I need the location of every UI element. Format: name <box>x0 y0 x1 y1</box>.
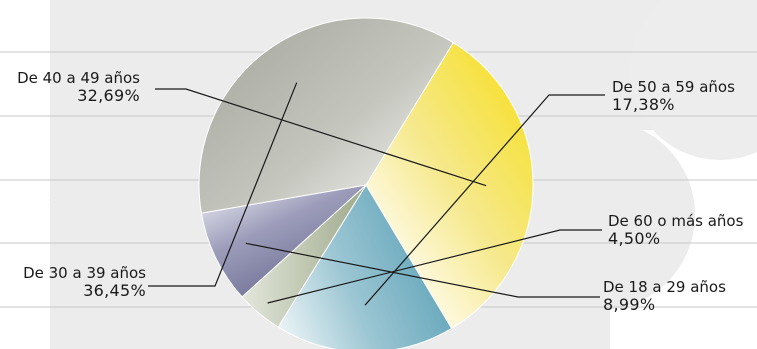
label-50-59-value: 17,38% <box>612 95 675 114</box>
label-30-39-category: De 30 a 39 años <box>23 264 146 282</box>
leader-lines <box>148 82 605 306</box>
leader-60-plus <box>267 229 602 304</box>
label-40-49: De 40 a 49 años 32,69% <box>6 69 140 105</box>
leader-50-59 <box>364 94 605 306</box>
slice-18-29 <box>200 184 368 298</box>
label-30-39-value: 36,45% <box>83 281 146 300</box>
label-60-plus-category: De 60 o más años <box>608 212 744 230</box>
slice-30-39 <box>198 17 454 214</box>
leader-40-49 <box>155 88 487 187</box>
label-18-29-value: 8,99% <box>603 295 656 314</box>
leader-30-39 <box>148 82 298 287</box>
label-40-49-value: 32,69% <box>77 86 140 105</box>
label-18-29-category: De 18 a 29 años <box>603 278 726 296</box>
label-50-59: De 50 a 59 años 17,38% <box>612 78 735 114</box>
slice-40-49 <box>365 41 534 330</box>
leader-18-29 <box>245 242 600 298</box>
label-30-39: De 30 a 39 años 36,45% <box>10 264 146 300</box>
label-40-49-category: De 40 a 49 años <box>17 69 140 87</box>
label-60-plus-value: 4,50% <box>608 229 661 248</box>
label-18-29: De 18 a 29 años 8,99% <box>603 278 726 314</box>
pie-slices <box>198 17 534 349</box>
label-60-plus: De 60 o más años 4,50% <box>608 212 744 248</box>
label-50-59-category: De 50 a 59 años <box>612 78 735 96</box>
